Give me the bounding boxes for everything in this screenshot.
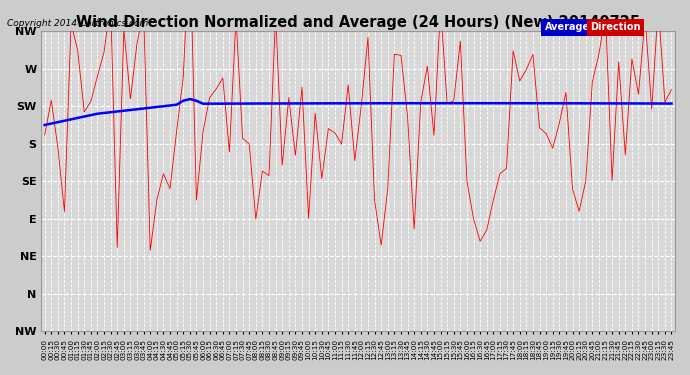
Text: Average: Average: [544, 22, 590, 32]
Text: Direction: Direction: [590, 22, 641, 32]
Title: Wind Direction Normalized and Average (24 Hours) (New) 20140725: Wind Direction Normalized and Average (2…: [76, 15, 640, 30]
Text: Copyright 2014 Cartronics.com: Copyright 2014 Cartronics.com: [7, 19, 148, 28]
